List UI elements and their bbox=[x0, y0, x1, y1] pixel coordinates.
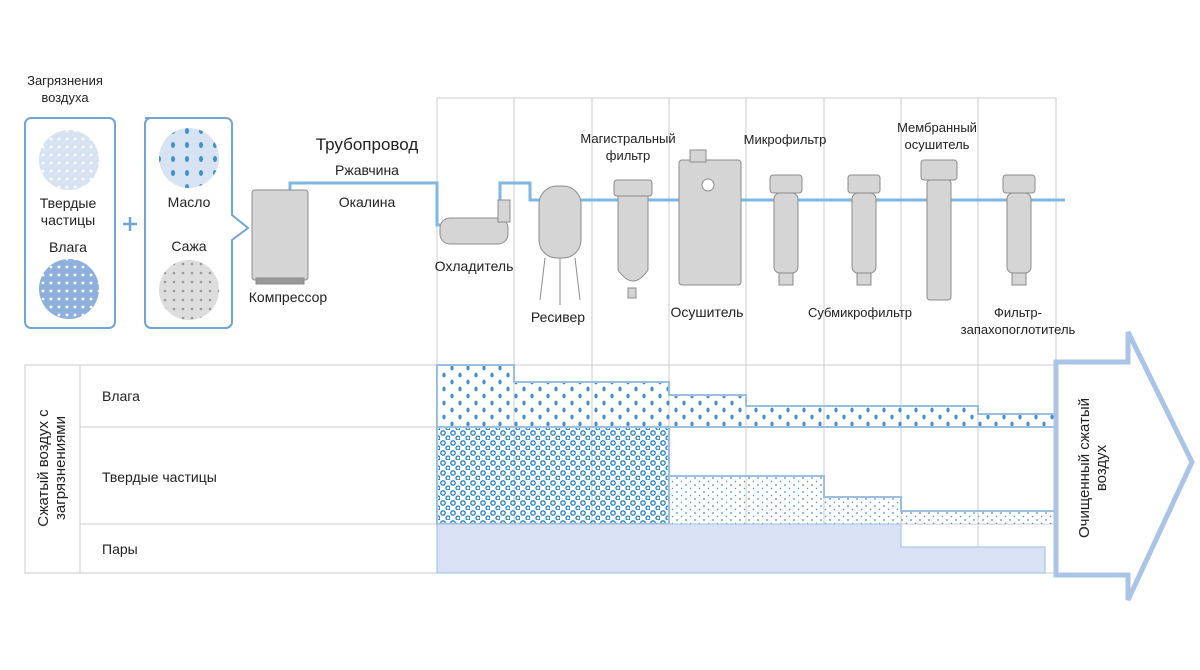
equipment-label: Мембранный осушитель bbox=[897, 120, 977, 152]
table-header: Сжатый воздух с загрязнениями bbox=[35, 409, 69, 527]
contaminant-label: Сажа bbox=[171, 238, 207, 254]
row-label: Пары bbox=[102, 541, 138, 557]
vapor-levels bbox=[436, 523, 1046, 574]
result-arrow bbox=[1053, 330, 1195, 602]
row-label: Твердые частицы bbox=[102, 469, 217, 485]
equipment-label: Охладитель bbox=[434, 258, 514, 274]
contaminant-label: Влага bbox=[49, 239, 87, 255]
contaminant-label: Твердые частицы bbox=[39, 195, 97, 228]
contaminant-boxes bbox=[24, 117, 250, 329]
equipment-label: Магистральный фильтр bbox=[580, 131, 676, 163]
result-label: Очищенный сжатый воздух bbox=[1076, 397, 1110, 539]
contaminant-label: Масло bbox=[167, 194, 211, 210]
pipeline-item: Окалина bbox=[338, 194, 396, 210]
equipment-label: Микрофильтр bbox=[743, 132, 827, 147]
row-label: Влага bbox=[102, 388, 140, 404]
equipment-label: Фильтр-запахопоглотитель bbox=[960, 305, 1076, 337]
pipeline-item: Ржавчина bbox=[335, 162, 399, 178]
equipment-icons bbox=[251, 149, 1036, 305]
equipment-label: Осушитель bbox=[670, 304, 744, 320]
solid-levels bbox=[436, 426, 1057, 525]
contaminants-title: Загрязнения воздуха bbox=[27, 73, 103, 105]
equipment-label: Компрессор bbox=[248, 289, 328, 305]
pipeline-title: Трубопровод bbox=[315, 135, 419, 154]
equipment-label: Ресивер bbox=[530, 309, 586, 325]
equipment-label: Субмикрофильтр bbox=[807, 305, 913, 320]
